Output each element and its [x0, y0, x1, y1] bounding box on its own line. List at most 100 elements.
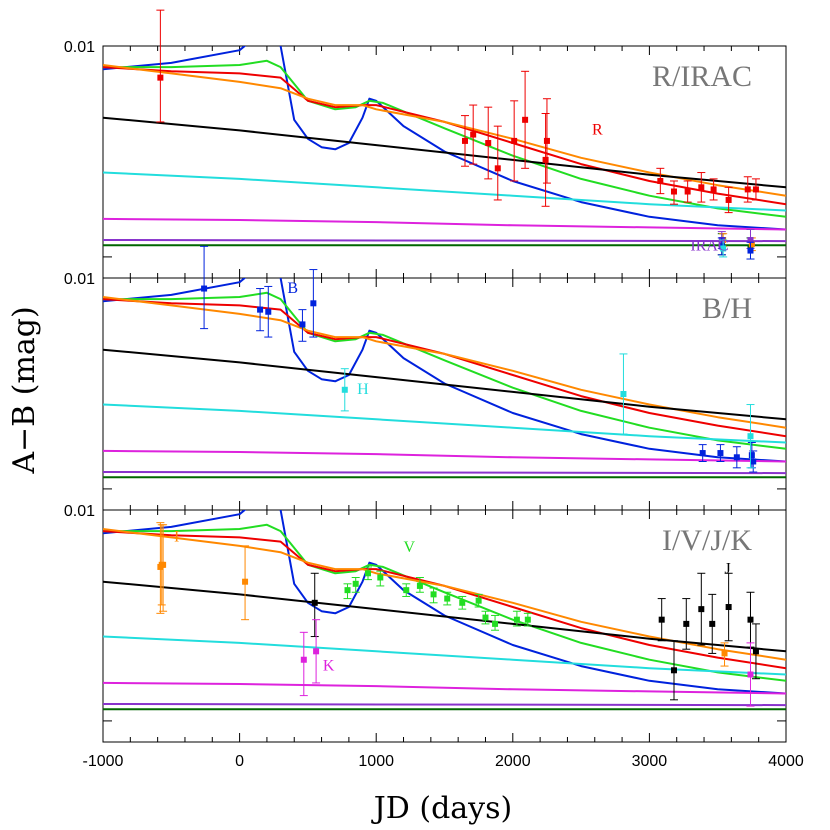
data-point-red: [460, 115, 469, 167]
data-marker: [710, 186, 717, 193]
data-marker: [522, 116, 529, 123]
data-point-green: [491, 614, 500, 631]
data-point-red: [683, 180, 692, 203]
data-point-black: [682, 598, 691, 650]
data-marker: [494, 165, 501, 172]
x-tick-label: 0: [235, 753, 244, 770]
data-point-green: [343, 583, 352, 600]
data-marker: [725, 604, 732, 611]
data-point-green: [523, 612, 532, 627]
data-point-red: [493, 125, 502, 201]
data-marker: [670, 667, 677, 674]
data-marker: [160, 561, 167, 568]
data-marker: [470, 131, 477, 138]
data-marker: [747, 616, 754, 623]
chart-panels: 0.01 R/IRAC R IRAC 0.01 B/H B H 0.01 I/V/J/K I V J K: [64, 9, 787, 743]
data-point-blue: [698, 444, 707, 462]
data-point-green: [481, 610, 490, 625]
data-point-black: [310, 572, 319, 638]
data-point-black: [708, 593, 717, 654]
data-point-magenta: [312, 619, 321, 684]
data-marker: [299, 321, 306, 328]
data-point-cyan: [746, 404, 755, 469]
band-label-k: K: [323, 657, 335, 674]
data-marker: [709, 620, 716, 627]
model-curve-magenta: [103, 217, 786, 231]
data-marker: [352, 580, 359, 587]
data-point-blue: [264, 285, 273, 338]
data-point-green: [512, 610, 521, 627]
panel-2: 0.01 B/H B H: [64, 245, 787, 511]
model-curve-green: [103, 59, 786, 218]
data-marker: [365, 570, 372, 577]
data-point-blue: [200, 245, 209, 330]
data-point-green: [415, 576, 424, 593]
data-marker: [750, 458, 757, 465]
panel-3: 0.01 I/V/J/K I V J K: [64, 503, 787, 743]
y-tick-label: 0.01: [64, 271, 95, 288]
data-point-red: [709, 178, 718, 201]
data-point-red: [469, 104, 478, 165]
model-curve-purple: [103, 703, 786, 707]
data-marker: [482, 614, 489, 621]
data-point-red: [743, 176, 752, 203]
model-curves: [103, 278, 786, 479]
band-label-j: J: [725, 560, 731, 577]
data-marker: [670, 188, 677, 195]
x-axis-title: JD (days): [371, 791, 512, 826]
data-point-black: [751, 623, 760, 680]
data-point-red: [697, 172, 706, 203]
data-marker: [444, 595, 451, 602]
data-point-green: [376, 570, 385, 587]
data-point-blue: [256, 288, 265, 332]
data-marker: [344, 587, 351, 594]
model-curve-orange: [103, 296, 786, 429]
data-marker: [511, 137, 518, 144]
data-marker: [747, 671, 754, 678]
data-marker: [341, 386, 348, 393]
data-marker: [752, 648, 759, 655]
data-marker: [157, 74, 164, 81]
band-label-h: H: [357, 381, 369, 398]
data-marker: [461, 137, 468, 144]
data-point-green: [351, 576, 360, 593]
data-marker: [721, 650, 728, 657]
data-point-red: [541, 112, 550, 207]
panel-1: 0.01 R/IRAC R IRAC: [64, 9, 787, 279]
data-marker: [725, 196, 732, 203]
data-marker: [201, 285, 208, 292]
data-marker: [485, 140, 492, 147]
data-marker: [257, 306, 264, 313]
data-point-green: [429, 587, 438, 604]
data-point-black: [697, 572, 706, 646]
data-marker: [416, 582, 423, 589]
model-curves: [103, 46, 786, 247]
data-marker: [265, 308, 272, 315]
x-tick-labels: -1000 0 1000 2000 3000 4000: [83, 753, 804, 770]
data-marker: [752, 186, 759, 193]
data-marker: [542, 156, 549, 163]
model-curve-blue: [103, 278, 786, 463]
panel-label: I/V/J/K: [662, 524, 752, 557]
data-point-blue: [732, 446, 741, 469]
data-marker: [377, 574, 384, 581]
band-label-v: V: [404, 539, 416, 556]
data-point-cyan: [340, 368, 349, 412]
model-curve-cyan: [103, 171, 786, 212]
data-point-red: [656, 167, 665, 195]
y-axis-title: A−B (mag): [7, 306, 42, 474]
x-tick-label: 2000: [495, 753, 531, 770]
x-tick-label: -1000: [83, 753, 124, 770]
model-curve-purple: [103, 239, 786, 243]
data-point-red: [510, 100, 519, 182]
data-marker: [683, 620, 690, 627]
model-curve-red: [103, 298, 786, 438]
data-point-cyan: [619, 353, 628, 435]
data-point-red: [521, 70, 530, 169]
data-marker: [744, 186, 751, 193]
data-point-green: [443, 591, 452, 606]
data-marker: [513, 616, 520, 623]
data-point-black: [657, 598, 666, 642]
data-point-red: [724, 186, 733, 214]
